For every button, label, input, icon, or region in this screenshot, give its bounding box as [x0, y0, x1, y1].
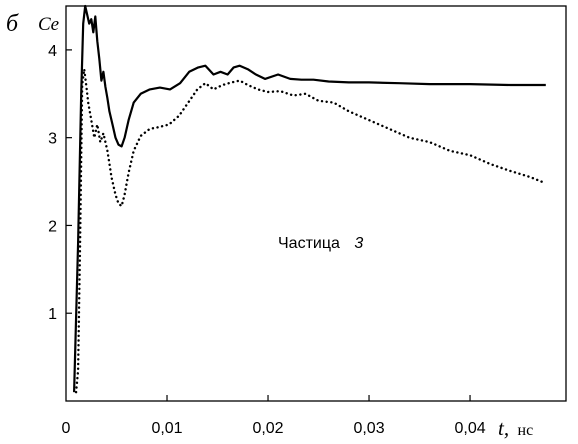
y-tick-label: 1	[48, 306, 57, 323]
y-axis-label: Ce	[38, 14, 59, 35]
x-tick-label: 0,01	[151, 420, 182, 437]
y-tick-label: 3	[48, 131, 57, 148]
plot-frame	[65, 5, 567, 402]
annotation-text: Частица	[278, 235, 340, 252]
panel-letter: б	[6, 11, 19, 37]
x-axis-ticks: 0 0,01 0,02 0,03 0,04	[62, 395, 486, 437]
y-tick-label: 4	[48, 43, 57, 60]
x-tick-label: 0,03	[353, 420, 384, 437]
x-tick-label: 0,04	[454, 420, 485, 437]
x-tick-label: 0,02	[252, 420, 283, 437]
series-layer	[73, 4, 547, 394]
x-axis-label-variable: t,	[498, 416, 509, 440]
x-axis-label: t, нс	[498, 416, 533, 440]
y-axis-ticks: 1 2 3 4	[48, 43, 72, 323]
series-solid-line	[73, 4, 546, 393]
series-dotted-line	[74, 68, 547, 394]
y-tick-label: 2	[48, 218, 57, 235]
x-tick-label: 0	[62, 420, 71, 437]
annotation-number: 3	[354, 235, 363, 252]
x-axis-label-unit: нс	[518, 422, 534, 439]
annotation: Частица 3	[278, 235, 363, 252]
